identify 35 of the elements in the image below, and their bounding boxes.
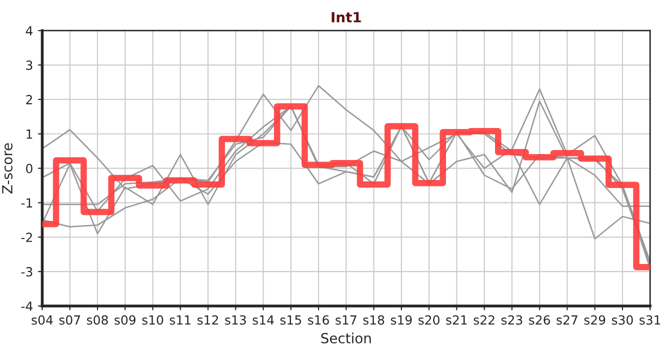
y-tick-label: -2	[21, 232, 32, 242]
y-tick-label: -3	[21, 267, 32, 276]
x-tick-label: s31	[640, 315, 660, 325]
x-tick-label: s14	[252, 315, 274, 325]
x-axis-title: Section	[321, 332, 371, 344]
x-tick-label: s12	[197, 315, 218, 325]
y-tick-label: -1	[21, 198, 32, 208]
x-tick-label: s07	[59, 315, 80, 325]
x-tick-label: s08	[86, 315, 108, 325]
x-tick-label: s23	[501, 315, 522, 325]
x-tick-label: s11	[170, 315, 190, 325]
x-tick-label: s15	[280, 315, 302, 325]
x-tick-label: s19	[390, 315, 412, 325]
x-tick-label: s26	[529, 315, 550, 325]
y-tick-label: 2	[26, 94, 32, 104]
y-tick-label: 4	[26, 26, 33, 36]
x-tick-label: s20	[418, 315, 440, 325]
x-tick-label: s18	[363, 315, 384, 325]
chart-title: Int1	[332, 12, 361, 22]
y-tick-label: 3	[26, 60, 32, 70]
y-tick-label: 0	[26, 164, 32, 174]
y-axis-title: Z-score	[2, 143, 13, 194]
x-tick-label: s21	[446, 315, 467, 325]
x-tick-label: s10	[142, 315, 164, 325]
x-tick-label: s27	[556, 315, 578, 325]
y-tick-label: -4	[21, 302, 33, 311]
x-tick-label: s22	[474, 315, 494, 325]
x-tick-label: s13	[225, 315, 246, 325]
x-tick-label: s09	[114, 315, 136, 325]
x-tick-label: s16	[308, 315, 329, 325]
x-tick-label: s29	[584, 315, 606, 325]
x-tick-label: s17	[336, 315, 356, 325]
x-tick-label: s04	[32, 315, 53, 325]
y-tick-label: 1	[26, 130, 32, 139]
x-tick-label: s30	[612, 315, 633, 325]
